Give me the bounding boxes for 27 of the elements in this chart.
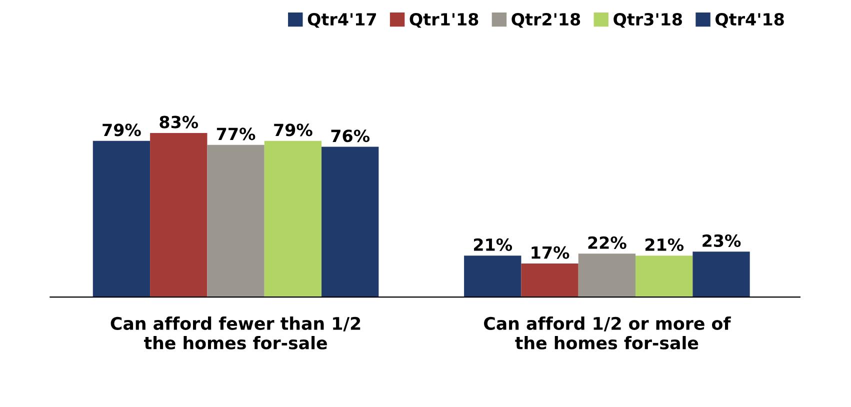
data-label: 21%	[474, 238, 512, 251]
bar	[150, 132, 208, 298]
bar	[464, 256, 522, 298]
legend-label: Qtr1'18	[410, 12, 478, 28]
data-label: 83%	[160, 116, 198, 128]
data-label: 79%	[102, 124, 141, 136]
data-label: 77%	[216, 128, 256, 140]
data-label: 21%	[645, 238, 684, 251]
bar	[92, 140, 150, 298]
data-label: 79%	[274, 124, 312, 136]
bar	[322, 146, 379, 298]
data-label: 76%	[331, 130, 370, 142]
x-tick-label: Can afford fewer than 1/2 the homes for-sale	[110, 316, 360, 350]
bar	[636, 256, 693, 298]
legend-label: Qtr4'18	[716, 12, 784, 28]
data-label: 23%	[702, 234, 741, 248]
legend-label: Qtr2'18	[512, 12, 580, 28]
data-label: 17%	[532, 246, 570, 259]
bar	[692, 252, 750, 298]
bar	[264, 140, 322, 298]
bar	[521, 263, 578, 298]
legend-label: Qtr4'17	[308, 12, 376, 28]
bar	[207, 144, 264, 298]
x-tick-label: Can afford 1/2 or more of the homes for-sale	[484, 316, 731, 350]
data-label: 22%	[588, 236, 626, 249]
legend-label: Qtr3'18	[614, 12, 682, 28]
bar	[578, 254, 636, 298]
